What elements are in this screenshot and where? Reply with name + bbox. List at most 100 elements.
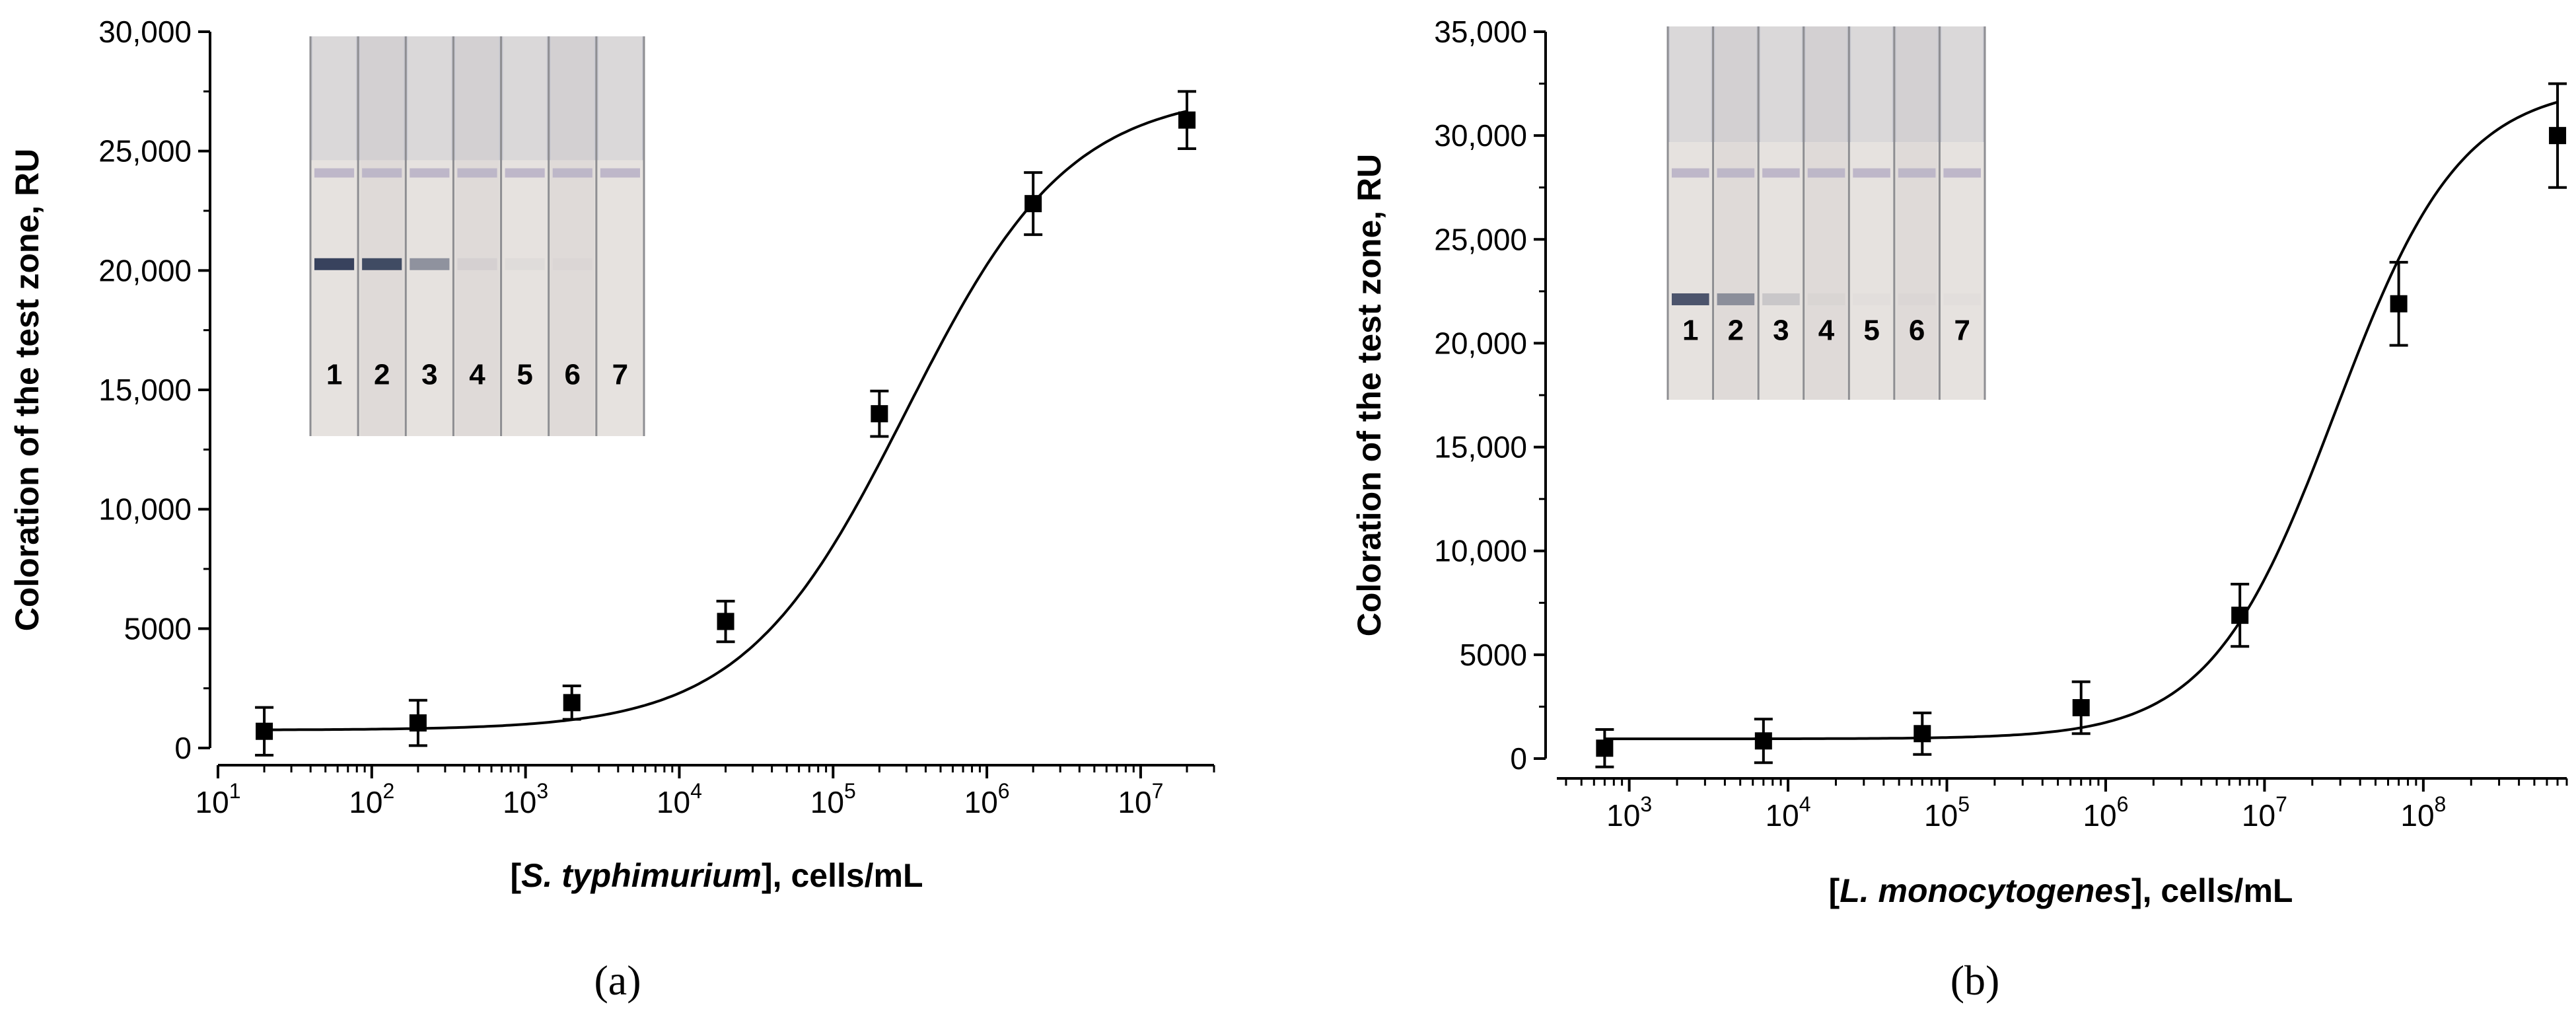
inset-control-line: [1672, 168, 1709, 178]
inset-control-line: [1943, 168, 1981, 178]
x-tick-label: 105: [1924, 792, 1970, 833]
inset-control-line: [410, 168, 450, 178]
inset-lane-number: 4: [1818, 315, 1835, 347]
data-point: [1596, 739, 1614, 757]
y-tick-label: 10,000: [1434, 534, 1527, 568]
inset-control-line: [1717, 168, 1755, 178]
inset-control-line: [552, 168, 592, 178]
inset-lane-number: 3: [421, 358, 437, 391]
data-point: [1024, 195, 1042, 213]
y-tick-label: 25,000: [1434, 222, 1527, 256]
y-tick-label: 15,000: [1434, 430, 1527, 465]
data-point: [2072, 699, 2090, 716]
inset-lane: [598, 36, 642, 436]
inset-lane: [455, 36, 499, 436]
inset-test-line: [1762, 293, 1800, 305]
x-axis-title: [L. monocytogenes], cells/mL: [1829, 872, 2293, 909]
x-tick-label: 104: [657, 779, 702, 819]
data-point: [409, 714, 427, 732]
data-point: [1178, 111, 1196, 129]
x-tick-label: 104: [1766, 792, 1811, 833]
data-point: [871, 405, 888, 423]
inset-lane: [1805, 26, 1847, 400]
inset-test-line: [1943, 293, 1981, 305]
data-point: [717, 613, 734, 630]
inset-lane: [1851, 26, 1892, 400]
inset-lane: [408, 36, 452, 436]
y-tick-label: 30,000: [98, 15, 192, 49]
inset-lane-number: 6: [565, 358, 581, 391]
y-tick-label: 10,000: [98, 492, 192, 527]
y-tick-label: 15,000: [98, 373, 192, 407]
inset-lane-number: 7: [1954, 315, 1970, 347]
inset-test-line: [1808, 293, 1845, 305]
inset-test-line: [1853, 293, 1890, 305]
y-tick-label: 5000: [124, 611, 192, 646]
y-tick-label: 25,000: [98, 134, 192, 168]
inset-control-line: [1898, 168, 1936, 178]
data-point: [2390, 295, 2408, 313]
chart-panel-b: 0 5000 10,000 15,000 20,000 25,000 30,000 35,00…: [1351, 15, 2568, 1004]
inset-lane-number: 7: [612, 358, 628, 391]
inset-test-line: [553, 258, 592, 270]
inset-lane-number: 5: [1863, 315, 1879, 347]
inset-lane: [1760, 26, 1802, 400]
x-tick-label: 103: [1606, 792, 1652, 833]
inset-control-line: [1762, 168, 1800, 178]
inset-lane-number: 6: [1909, 315, 1925, 347]
inset-control-line: [505, 168, 545, 178]
data-point: [1754, 732, 1772, 750]
inset-test-line: [457, 258, 497, 270]
chart-panel-a: 0 5000 10,000 15,000 20,000 25,000 30,000 101 10…: [9, 15, 1215, 1004]
panel-label: (a): [594, 957, 641, 1004]
x-tick-label: 108: [2400, 792, 2446, 833]
inset-lane-number: 2: [374, 358, 390, 391]
data-point: [563, 694, 581, 712]
inset-lane: [1896, 26, 1938, 400]
inset-test-line: [1717, 293, 1755, 305]
inset-test-line: [314, 258, 355, 270]
data-point: [2231, 607, 2249, 624]
data-point: [2549, 127, 2567, 145]
inset-control-line: [457, 168, 497, 178]
data-point: [1914, 725, 1931, 743]
x-tick-label: 107: [1118, 779, 1163, 819]
inset-test-line: [1672, 293, 1709, 305]
inset-control-line: [362, 168, 402, 178]
x-tick-label: 101: [196, 779, 241, 819]
y-axis-title: Coloration of the test zone, RU: [9, 149, 46, 632]
inset-lane: [1670, 26, 1711, 400]
x-axis-title: [S. typhimurium], cells/mL: [510, 857, 923, 894]
y-tick-label: 20,000: [1434, 326, 1527, 360]
inset-lane-number: 2: [1728, 315, 1744, 347]
y-tick-label: 5000: [1460, 638, 1527, 672]
inset-lane: [360, 36, 404, 436]
panel-label: (b): [1950, 957, 2000, 1004]
inset-control-line: [1853, 168, 1890, 178]
x-tick-label: 107: [2242, 792, 2287, 833]
inset-control-line: [314, 168, 355, 178]
inset-lane: [312, 36, 357, 436]
y-tick-label: 35,000: [1434, 15, 1527, 49]
y-tick-label: 0: [1510, 741, 1527, 776]
x-tick-label: 106: [964, 779, 1010, 819]
inset-lane: [1715, 26, 1757, 400]
inset-lane: [1941, 26, 1983, 400]
inset-lane: [503, 36, 547, 436]
inset-lane-number: 4: [469, 358, 485, 391]
x-tick-label: 102: [349, 779, 394, 819]
y-tick-label: 20,000: [98, 253, 192, 287]
x-tick-label: 103: [503, 779, 548, 819]
inset-test-line: [1898, 293, 1936, 305]
inset-control-line: [600, 168, 640, 178]
inset-control-line: [1807, 168, 1845, 178]
inset-test-line: [362, 258, 402, 270]
inset-lane-number: 1: [326, 358, 342, 391]
x-tick-label: 105: [810, 779, 856, 819]
inset-lane-number: 1: [1682, 315, 1698, 347]
y-axis-title: Coloration of the test zone, RU: [1351, 154, 1388, 637]
inset-lane-number: 3: [1773, 315, 1789, 347]
